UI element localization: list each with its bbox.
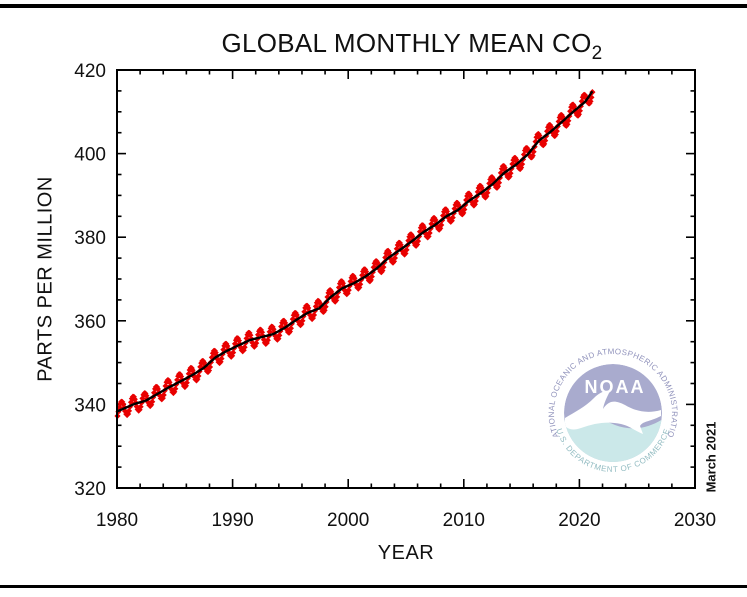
x-tick-label: 2000 [327, 510, 369, 531]
x-tick-label: 1990 [211, 510, 253, 531]
y-tick-label: 400 [74, 145, 106, 166]
x-tick-label: 2030 [674, 510, 716, 531]
trend-line [117, 90, 594, 413]
y-axis-label: PARTS PER MILLION [34, 176, 57, 382]
y-tick-label: 340 [74, 395, 106, 416]
x-tick-label: 2020 [558, 510, 600, 531]
bottom-rule [0, 585, 747, 588]
y-tick-label: 420 [74, 61, 106, 82]
chart-title-subscript: 2 [591, 43, 603, 64]
plot-border [116, 69, 696, 489]
noaa-wordmark: NOAA [585, 377, 646, 397]
y-tick-label: 380 [74, 228, 106, 249]
x-tick-label: 2010 [443, 510, 485, 531]
seagull-icon [565, 390, 661, 434]
chart-title-main: GLOBAL MONTHLY MEAN CO [221, 28, 592, 58]
noaa-logo: NOAA NATIONAL OCEANIC AND ATMOSPHERIC AD… [547, 347, 679, 474]
x-axis-label: YEAR [377, 542, 435, 564]
chart-title: GLOBAL MONTHLY MEAN CO2 [87, 30, 737, 67]
y-tick-label: 320 [74, 479, 106, 500]
y-tick-label: 360 [74, 312, 106, 333]
x-tick-label: 1980 [96, 510, 138, 531]
monthly-mean-markers [114, 89, 596, 420]
top-rule [0, 4, 747, 8]
date-stamp: March 2021 [703, 421, 719, 493]
axes: 1980 1990 2000 2010 2020 2030 320 340 360 380 400 4… [74, 61, 716, 531]
